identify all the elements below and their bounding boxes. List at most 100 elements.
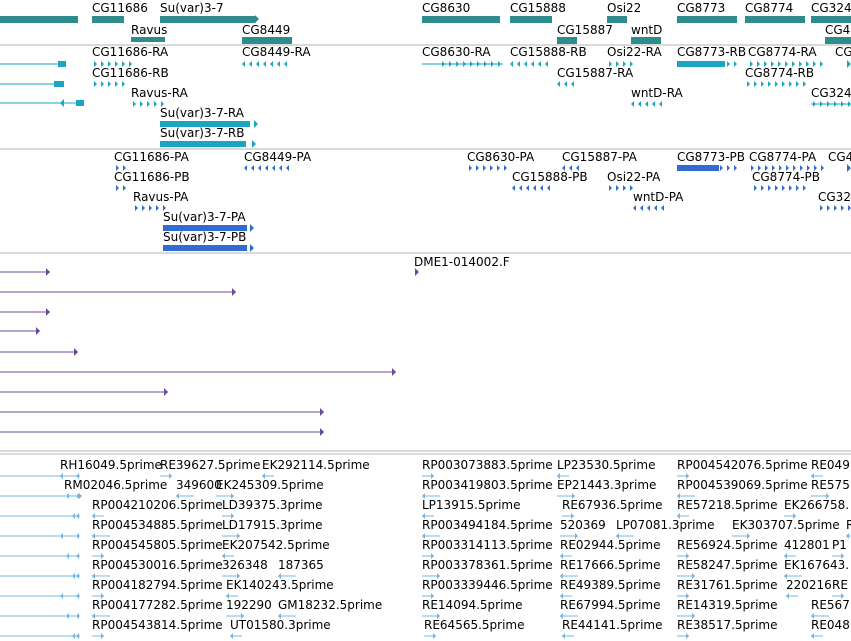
transcript-exon[interactable] [747, 81, 750, 87]
transcript-exon[interactable] [160, 141, 246, 147]
transcript-exon[interactable] [764, 61, 767, 67]
transcript-exon[interactable] [623, 61, 626, 67]
primer-feature[interactable] [36, 327, 40, 335]
transcript-exon[interactable] [249, 61, 252, 67]
est-feature[interactable] [560, 593, 563, 599]
protein-feature[interactable] [633, 205, 636, 211]
transcript-exon[interactable] [140, 101, 143, 107]
primer-feature[interactable] [320, 428, 324, 436]
transcript-exon[interactable] [785, 61, 788, 67]
transcript-feature[interactable] [254, 120, 258, 128]
transcript-exon[interactable] [491, 61, 494, 67]
transcript-exon[interactable] [803, 81, 806, 87]
est-feature[interactable] [422, 493, 425, 499]
protein-feature[interactable] [768, 185, 771, 191]
protein-feature[interactable] [677, 165, 719, 171]
protein-feature[interactable] [163, 245, 247, 251]
transcript-exon[interactable] [456, 61, 459, 67]
transcript-exon[interactable] [510, 61, 513, 67]
protein-feature[interactable] [720, 165, 723, 171]
est-feature[interactable] [76, 573, 79, 579]
protein-feature[interactable] [751, 165, 754, 171]
est-feature[interactable] [784, 553, 787, 559]
transcript-exon[interactable] [720, 61, 723, 67]
est-feature[interactable] [811, 473, 814, 479]
est-feature[interactable] [72, 633, 75, 639]
transcript-exon[interactable] [645, 101, 648, 107]
transcript-exon[interactable] [750, 61, 753, 67]
transcript-exon[interactable] [270, 61, 273, 67]
est-feature[interactable] [431, 553, 434, 559]
est-feature[interactable] [793, 513, 796, 519]
est-feature[interactable] [557, 473, 560, 479]
est-feature[interactable] [437, 573, 440, 579]
protein-feature[interactable] [279, 165, 282, 171]
protein-feature[interactable] [116, 165, 119, 171]
est-feature[interactable] [575, 533, 578, 539]
transcript-exon[interactable] [115, 81, 118, 87]
est-feature[interactable] [786, 593, 789, 599]
protein-feature[interactable] [533, 185, 536, 191]
transcript-exon[interactable] [834, 101, 837, 107]
protein-feature[interactable] [576, 165, 579, 171]
transcript-exon[interactable] [775, 81, 778, 87]
transcript-exon[interactable] [754, 81, 757, 87]
est-feature[interactable] [784, 573, 787, 579]
transcript-exon[interactable] [820, 101, 823, 107]
transcript-exon[interactable] [161, 101, 164, 107]
protein-feature[interactable] [793, 165, 796, 171]
est-feature[interactable] [76, 513, 79, 519]
est-feature[interactable] [72, 513, 75, 519]
est-feature[interactable] [231, 513, 234, 519]
gene-feature[interactable] [422, 16, 500, 23]
transcript-exon[interactable] [609, 61, 612, 67]
protein-feature[interactable] [149, 205, 152, 211]
est-feature[interactable] [433, 633, 436, 639]
transcript-exon[interactable] [284, 61, 287, 67]
transcript-exon[interactable] [813, 101, 816, 107]
transcript-exon[interactable] [133, 101, 136, 107]
est-feature[interactable] [76, 553, 79, 559]
est-feature[interactable] [230, 633, 233, 639]
est-feature[interactable] [60, 473, 63, 479]
est-feature[interactable] [686, 633, 689, 639]
transcript-exon[interactable] [792, 61, 795, 67]
gene-feature[interactable] [510, 16, 552, 23]
est-feature[interactable] [560, 613, 563, 619]
protein-feature[interactable] [250, 244, 254, 252]
protein-feature[interactable] [654, 205, 657, 211]
est-feature[interactable] [422, 533, 425, 539]
est-feature[interactable] [686, 593, 689, 599]
est-feature[interactable] [222, 553, 225, 559]
est-feature[interactable] [826, 493, 829, 499]
transcript-exon[interactable] [498, 61, 501, 67]
est-feature[interactable] [92, 513, 95, 519]
primer-feature[interactable] [74, 348, 78, 356]
est-feature[interactable] [811, 613, 814, 619]
transcript-exon[interactable] [531, 61, 534, 67]
transcript-exon[interactable] [757, 61, 760, 67]
est-feature[interactable] [60, 593, 63, 599]
protein-feature[interactable] [814, 165, 817, 171]
est-feature[interactable] [686, 553, 689, 559]
protein-feature[interactable] [497, 165, 500, 171]
transcript-exon[interactable] [789, 81, 792, 87]
protein-feature[interactable] [661, 205, 664, 211]
transcript-exon[interactable] [76, 100, 84, 106]
transcript-exon[interactable] [652, 101, 655, 107]
est-feature[interactable] [92, 613, 95, 619]
protein-feature[interactable] [820, 205, 823, 211]
est-feature[interactable] [72, 573, 75, 579]
transcript-exon[interactable] [571, 81, 574, 87]
transcript-exon[interactable] [659, 101, 662, 107]
transcript-exon[interactable] [727, 61, 730, 67]
protein-feature[interactable] [841, 205, 844, 211]
transcript-exon[interactable] [557, 81, 560, 87]
transcript-exon[interactable] [154, 101, 157, 107]
protein-feature[interactable] [476, 165, 479, 171]
est-feature[interactable] [92, 533, 95, 539]
transcript-exon[interactable] [160, 121, 250, 127]
protein-feature[interactable] [483, 165, 486, 171]
transcript-exon[interactable] [545, 61, 548, 67]
protein-feature[interactable] [803, 185, 806, 191]
